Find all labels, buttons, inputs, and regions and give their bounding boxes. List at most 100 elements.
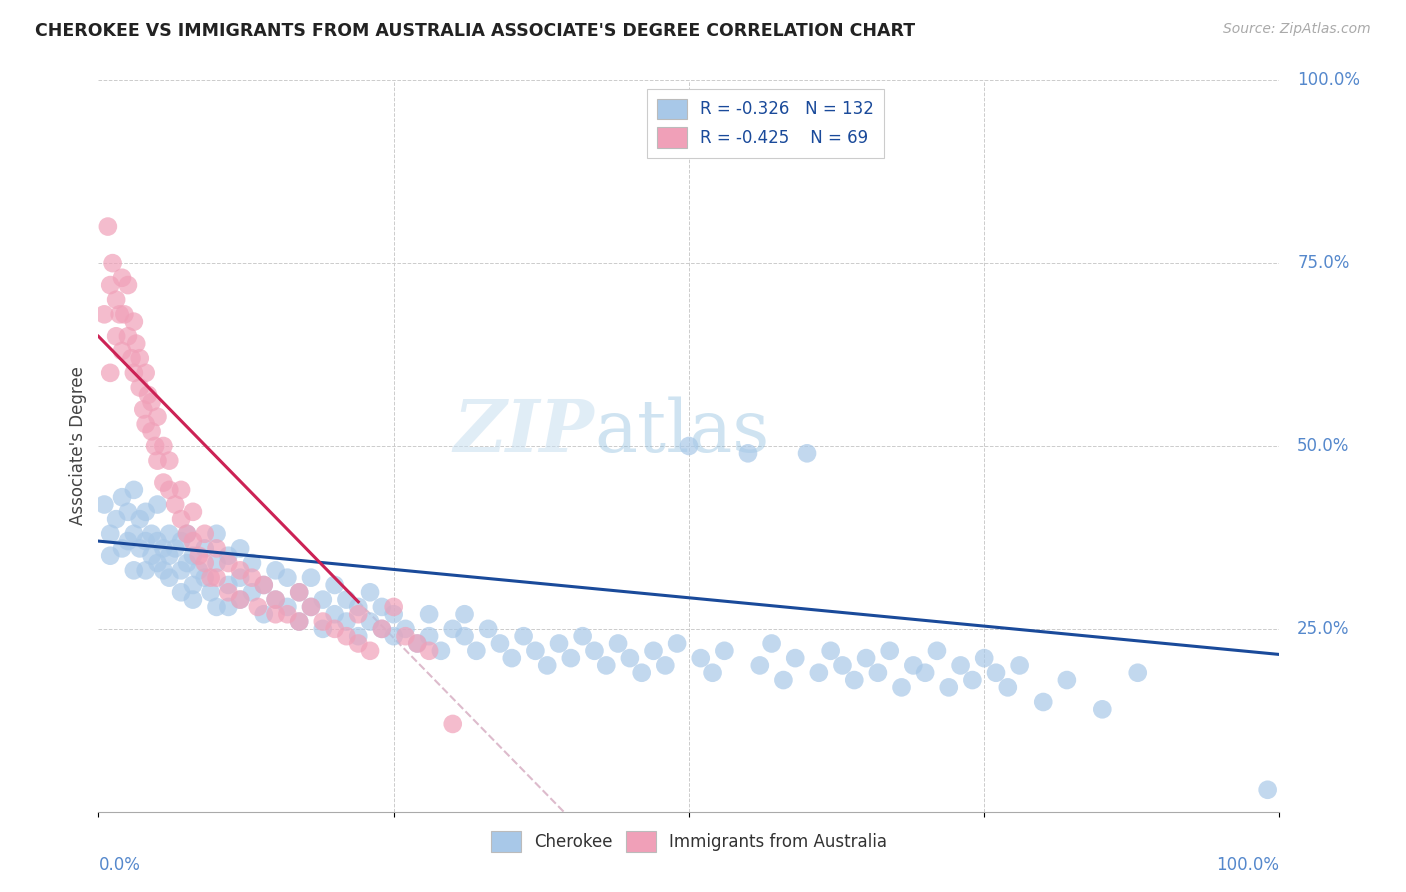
Point — [141, 395, 163, 409]
Point — [135, 563, 157, 577]
Point — [117, 329, 139, 343]
Point — [253, 607, 276, 622]
Y-axis label: Associate's Degree: Associate's Degree — [69, 367, 87, 525]
Point — [796, 446, 818, 460]
Point — [984, 665, 1007, 680]
Point — [288, 585, 311, 599]
Point — [117, 278, 139, 293]
Point — [406, 636, 429, 650]
Point — [418, 644, 440, 658]
Point — [217, 556, 239, 570]
Point — [135, 505, 157, 519]
Point — [441, 622, 464, 636]
Point — [560, 651, 582, 665]
Point — [323, 578, 346, 592]
Point — [253, 578, 276, 592]
Point — [135, 534, 157, 549]
Point — [117, 505, 139, 519]
Point — [146, 534, 169, 549]
Point — [914, 665, 936, 680]
Point — [312, 622, 335, 636]
Point — [176, 526, 198, 541]
Point — [152, 475, 174, 490]
Point — [93, 498, 115, 512]
Point — [141, 526, 163, 541]
Point — [170, 563, 193, 577]
Point — [347, 629, 370, 643]
Point — [299, 571, 322, 585]
Point — [253, 578, 276, 592]
Point — [997, 681, 1019, 695]
Point — [152, 439, 174, 453]
Point — [205, 526, 228, 541]
Point — [240, 571, 263, 585]
Point — [128, 351, 150, 366]
Point — [524, 644, 547, 658]
Point — [229, 571, 252, 585]
Point — [157, 483, 180, 497]
Point — [98, 366, 121, 380]
Point — [111, 490, 134, 504]
Point — [122, 315, 145, 329]
Point — [136, 388, 159, 402]
Point — [288, 615, 311, 629]
Point — [418, 629, 440, 643]
Point — [890, 681, 912, 695]
Point — [1008, 658, 1031, 673]
Point — [240, 556, 263, 570]
Point — [217, 578, 239, 592]
Point — [165, 498, 187, 512]
Point — [879, 644, 901, 658]
Point — [128, 541, 150, 556]
Point — [831, 658, 853, 673]
Point — [157, 549, 180, 563]
Point — [194, 571, 217, 585]
Point — [105, 512, 128, 526]
Point — [359, 585, 381, 599]
Point — [181, 534, 204, 549]
Point — [111, 270, 134, 285]
Point — [1091, 702, 1114, 716]
Legend: Cherokee, Immigrants from Australia: Cherokee, Immigrants from Australia — [484, 824, 894, 858]
Point — [737, 446, 759, 460]
Point — [441, 717, 464, 731]
Point — [135, 417, 157, 431]
Point — [98, 526, 121, 541]
Point — [205, 571, 228, 585]
Point — [97, 219, 120, 234]
Text: CHEROKEE VS IMMIGRANTS FROM AUSTRALIA ASSOCIATE'S DEGREE CORRELATION CHART: CHEROKEE VS IMMIGRANTS FROM AUSTRALIA AS… — [35, 22, 915, 40]
Point — [194, 526, 217, 541]
Point — [194, 556, 217, 570]
Point — [335, 592, 357, 607]
Point — [146, 556, 169, 570]
Point — [323, 607, 346, 622]
Point — [122, 526, 145, 541]
Point — [630, 665, 652, 680]
Point — [187, 549, 209, 563]
Point — [194, 541, 217, 556]
Point — [501, 651, 523, 665]
Point — [453, 629, 475, 643]
Point — [323, 622, 346, 636]
Point — [122, 366, 145, 380]
Point — [264, 607, 287, 622]
Point — [125, 336, 148, 351]
Point — [98, 278, 121, 293]
Point — [1056, 673, 1078, 687]
Point — [299, 599, 322, 614]
Point — [678, 439, 700, 453]
Point — [122, 483, 145, 497]
Point — [949, 658, 972, 673]
Point — [157, 571, 180, 585]
Text: 25.0%: 25.0% — [1298, 620, 1350, 638]
Point — [807, 665, 830, 680]
Point — [418, 607, 440, 622]
Point — [619, 651, 641, 665]
Point — [101, 256, 124, 270]
Point — [382, 607, 405, 622]
Point — [761, 636, 783, 650]
Point — [200, 585, 222, 599]
Point — [157, 453, 180, 467]
Text: atlas: atlas — [595, 396, 770, 467]
Point — [170, 534, 193, 549]
